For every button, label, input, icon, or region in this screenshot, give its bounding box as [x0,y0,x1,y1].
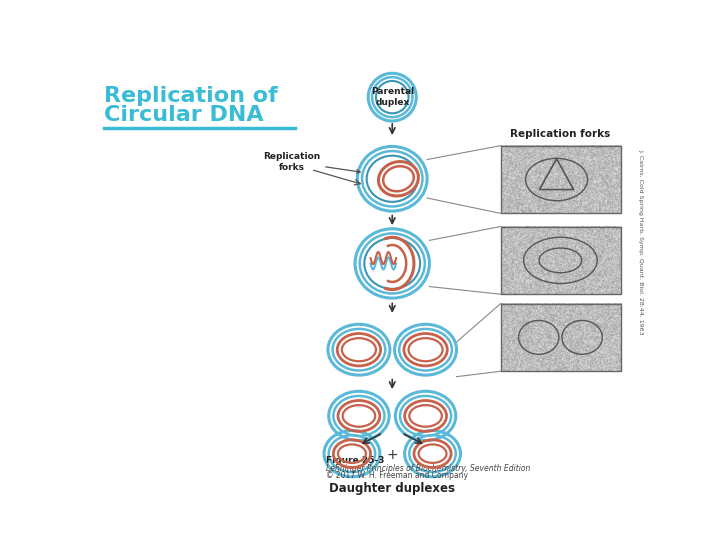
Text: Lehninger Principles of Biochemistry, Seventh Edition: Lehninger Principles of Biochemistry, Se… [326,464,531,472]
Text: © 2017 W. H. Freeman and Company: © 2017 W. H. Freeman and Company [326,471,469,481]
Text: Parental
duplex: Parental duplex [371,87,414,107]
Text: Replication forks: Replication forks [510,130,611,139]
Text: Replication
forks: Replication forks [263,152,360,173]
Bar [500,303,621,372]
Bar [500,226,621,294]
Text: Replication of: Replication of [104,86,278,106]
Text: J. Cairns, Cold Spring Harb. Symp. Quant. Biol. 28:44, 1963: J. Cairns, Cold Spring Harb. Symp. Quant… [639,149,644,335]
Ellipse shape [383,166,414,191]
Text: +: + [387,448,398,462]
Text: Daughter duplexes: Daughter duplexes [329,482,455,495]
Ellipse shape [379,161,418,196]
Text: Figure 25-3: Figure 25-3 [326,456,384,465]
Bar [500,146,621,213]
Text: Circular DNA: Circular DNA [104,105,264,125]
